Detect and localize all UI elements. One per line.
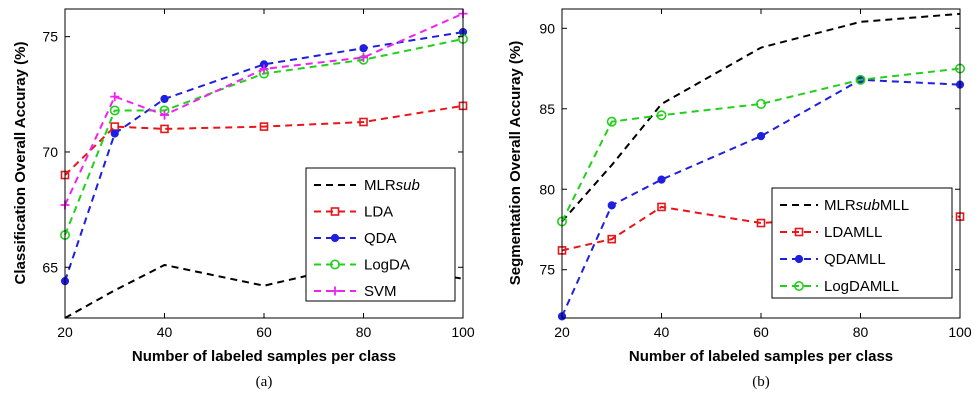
legend-label-main-b-1: LDAMLL	[824, 224, 882, 241]
legend-label-b-2: QDAMLL	[824, 251, 886, 268]
x-tick-label-a: 60	[256, 324, 272, 340]
legend-marker-a-2	[330, 233, 340, 243]
x-tick-label-b: 60	[753, 324, 769, 340]
series-line-b-2	[561, 78, 961, 317]
legend-label-b-1: LDAMLL	[824, 224, 882, 241]
data-point-b-3	[656, 110, 667, 121]
data-point-a-4	[160, 110, 169, 120]
y-axis-label-b: Segmentation Overall Accuray (%)	[507, 41, 524, 286]
series-line-a-2	[64, 31, 464, 282]
legend-marker-a-1	[330, 207, 340, 216]
legend-label-tail-b-0: MLL	[880, 197, 909, 214]
subfigure-label-a: (a)	[256, 374, 273, 390]
legend-marker-b-3	[793, 280, 804, 291]
legend-label-a-2: QDA	[364, 230, 397, 247]
legend-label-a-3: LogDA	[364, 257, 410, 274]
legend-box-b	[771, 187, 953, 299]
x-tick-label-a: 40	[157, 324, 173, 340]
legend-label-main-a-1: LDA	[364, 204, 393, 221]
y-tick-label-b: 80	[539, 181, 555, 197]
data-point-b-3	[855, 74, 866, 85]
legend-label-suffix-a-0: sub	[396, 177, 420, 194]
y-tick-label-a: 75	[42, 29, 58, 45]
series-b-0	[561, 12, 961, 223]
y-tick-label-b: 75	[539, 262, 555, 278]
data-point-a-2	[160, 94, 169, 104]
data-point-a-4	[110, 92, 120, 102]
legend-label-b-0: MLRsubMLL	[824, 197, 909, 214]
data-point-b-1	[756, 218, 766, 228]
x-tick-label-b: 20	[554, 324, 570, 340]
legend-marker-a-3	[329, 259, 340, 270]
legend-label-b-3: LogDAMLL	[824, 278, 899, 295]
legend-label-main-b-3: LogDAMLL	[824, 278, 899, 295]
data-point-b-1	[607, 234, 617, 244]
data-point-a-1	[259, 122, 269, 131]
legend-label-main-b-2: QDAMLL	[824, 251, 886, 268]
x-tick-label-a: 100	[451, 324, 475, 340]
data-point-b-3	[606, 116, 617, 127]
data-point-b-1	[657, 202, 666, 212]
legend-marker-b-2	[794, 254, 804, 264]
data-point-a-2	[110, 129, 119, 138]
legend-marker-b-1	[794, 227, 804, 237]
y-axis-label-a: Classification Overall Accuray (%)	[12, 42, 29, 285]
x-tick-label-b: 100	[948, 324, 972, 340]
data-point-b-3	[755, 98, 766, 109]
x-tick-label-b: 40	[654, 324, 670, 340]
series-line-a-1	[64, 104, 464, 176]
x-axis-label-b: Number of labeled samples per class	[629, 348, 893, 365]
legend-label-main-a-4: SVM	[364, 283, 397, 300]
legend-marker-a-4	[330, 286, 340, 296]
y-tick-label-a: 70	[42, 144, 58, 160]
panel-b: 20 40 60 80 100 75 80 85 90 Number of labeled sa…	[507, 8, 972, 390]
data-point-a-4	[359, 52, 368, 62]
x-tick-label-a: 20	[57, 324, 73, 340]
legend-label-main-b-0: MLR	[824, 197, 856, 214]
y-tick-label-b: 90	[539, 20, 555, 36]
data-point-a-1	[160, 124, 169, 134]
series-line-a-3	[64, 37, 464, 236]
legend-box-a	[305, 167, 456, 302]
panel-a: 20 40 60 80 100 65 70 75 Number of labeled samp…	[12, 8, 475, 390]
data-point-a-2	[359, 44, 368, 53]
legend-label-a-1: LDA	[364, 204, 393, 221]
legend-label-a-4: SVM	[364, 283, 397, 300]
data-point-b-2	[756, 132, 766, 141]
series-a-1	[60, 101, 468, 180]
series-line-b-0	[561, 12, 961, 223]
legend-label-main-a-0: MLR	[364, 177, 396, 194]
legend-label-main-a-2: QDA	[364, 230, 397, 247]
data-point-a-3	[109, 105, 120, 116]
data-point-b-2	[607, 201, 616, 210]
subfigure-label-b: (b)	[752, 374, 770, 390]
data-point-a-1	[359, 117, 368, 127]
x-tick-label-a: 80	[356, 324, 372, 340]
x-tick-label-b: 80	[853, 324, 869, 340]
series-line-a-4	[64, 12, 464, 206]
x-axis-label-a: Number of labeled samples per class	[132, 348, 396, 365]
data-point-a-4	[259, 64, 269, 74]
y-tick-label-b: 85	[539, 101, 555, 117]
y-tick-label-a: 65	[42, 259, 58, 275]
legend-b: MLRsubMLL LDAMLL QDAMLL LogDAMLL	[771, 187, 953, 299]
legend-label-main-a-3: LogDA	[364, 257, 410, 274]
legend-label-a-0: MLRsub	[364, 177, 420, 194]
legend-label-suffix-b-0: sub	[856, 197, 880, 214]
data-point-b-2	[657, 175, 666, 184]
